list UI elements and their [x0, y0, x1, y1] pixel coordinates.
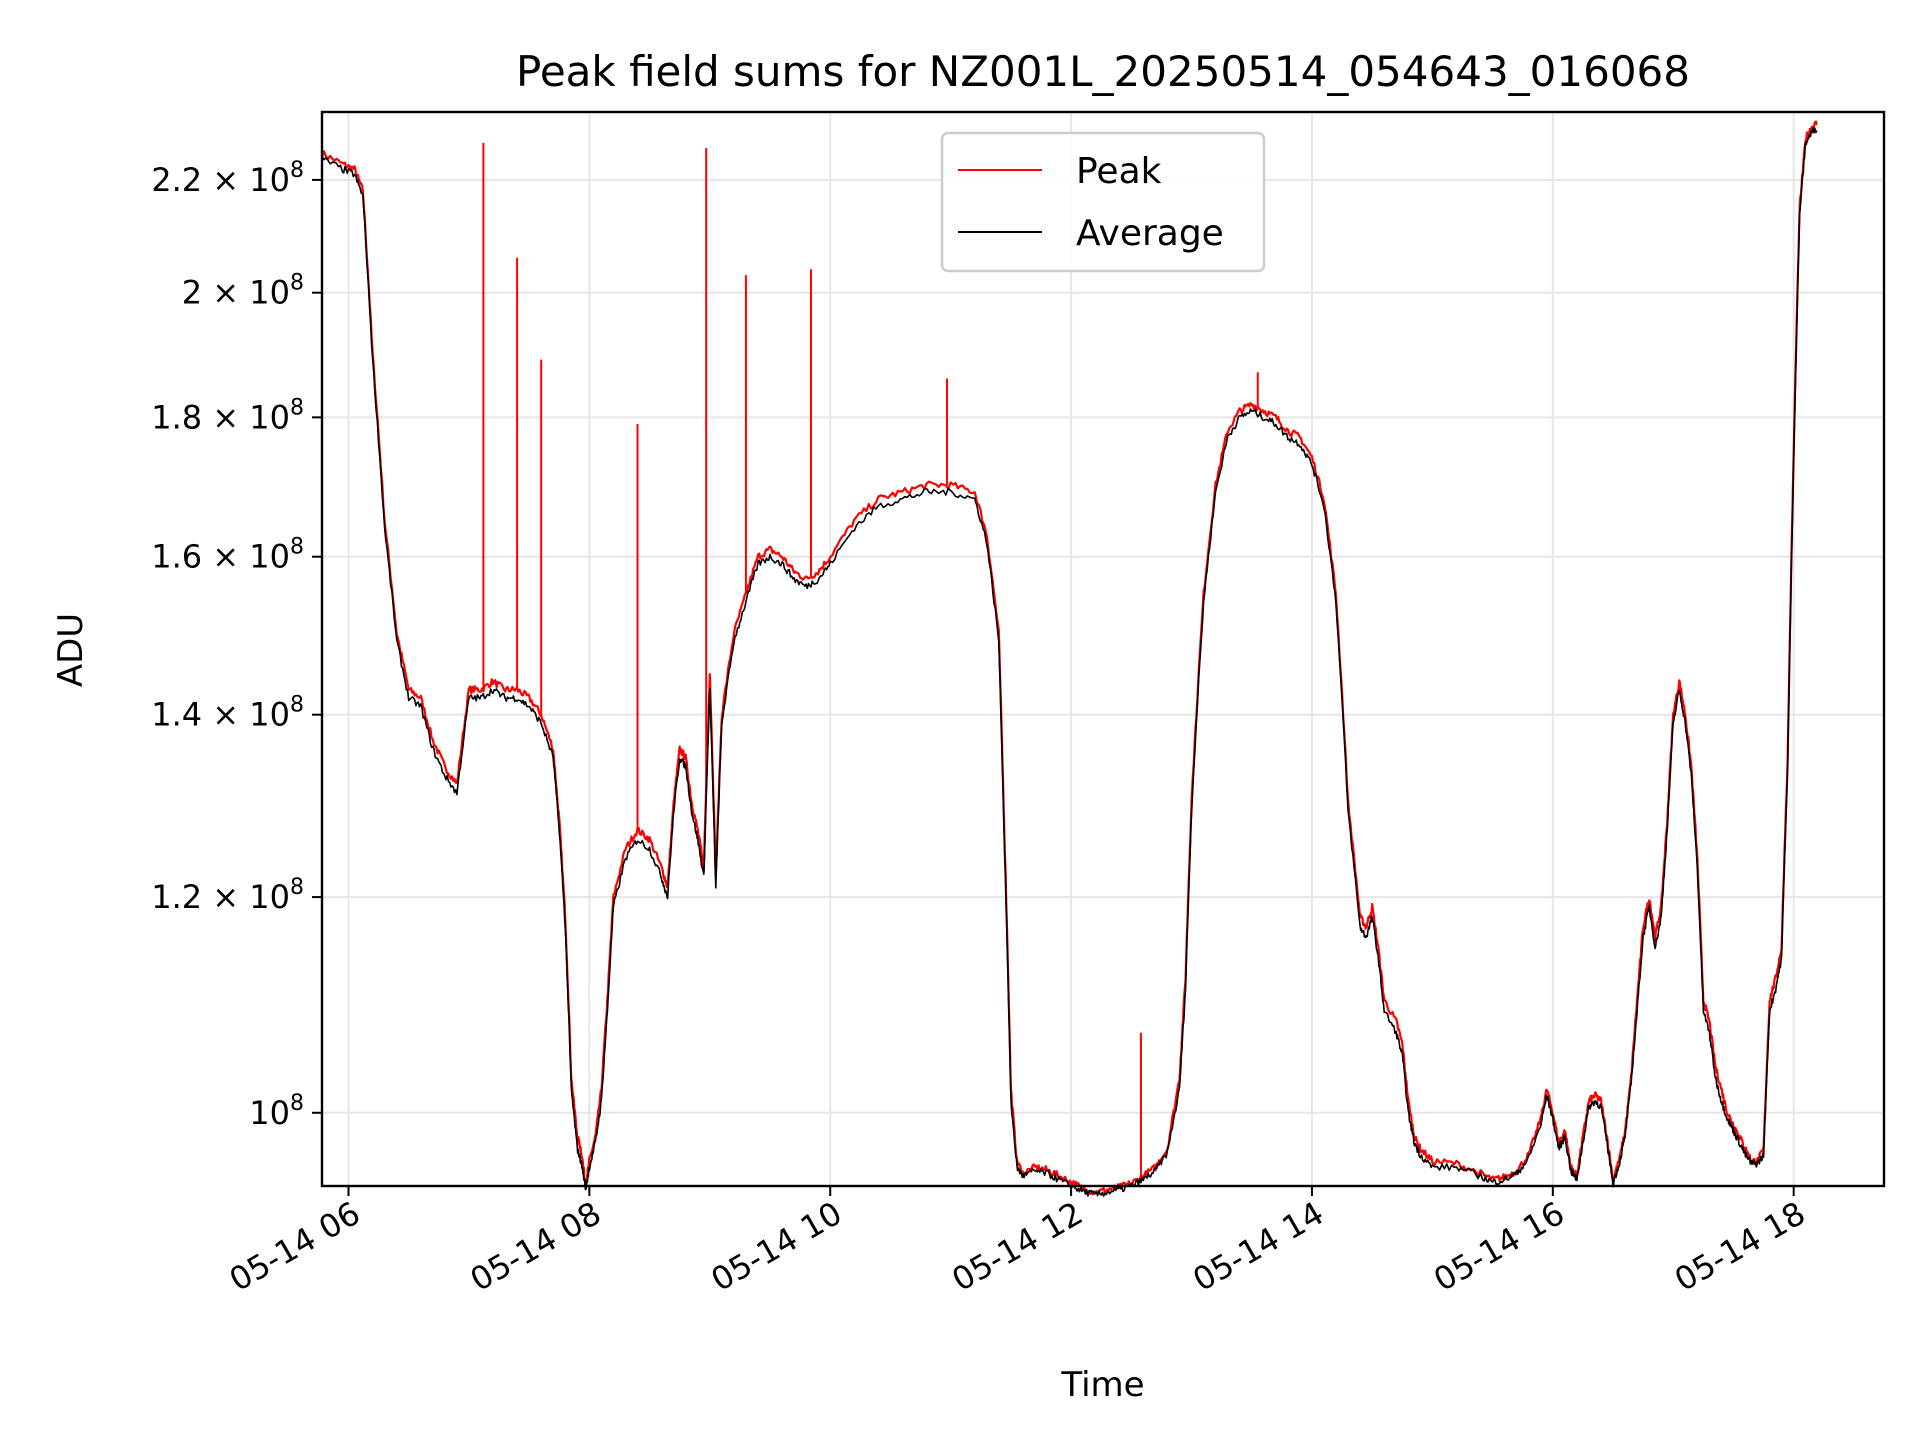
legend-box: [940, 131, 1266, 273]
plot-area: [320, 120, 1818, 1197]
y-axis: 2.2 × 108 2 × 108 1.8 × 108 1.6 × 108 1.4 × …: [151, 158, 322, 1132]
plot-frame: [320, 110, 1886, 1188]
y-tick-label: 1.8 × 108: [151, 395, 304, 436]
y-tick-label: 1.4 × 108: [151, 693, 304, 734]
y-tick-label: 1.6 × 108: [151, 535, 304, 576]
y-tick-label: 2.2 × 108: [151, 158, 304, 199]
series-line-average: [321, 127, 1818, 1197]
legend-label-peak: Peak: [1076, 151, 1162, 192]
y-tick-label: 2 × 108: [182, 271, 304, 312]
y-tick-label: 108: [249, 1091, 304, 1132]
chart-title: Peak field sums for NZ001L_20250514_0546…: [516, 47, 1690, 96]
y-tick-label: 1.2 × 108: [151, 875, 304, 916]
y-axis-label: ADU: [51, 613, 91, 687]
legend-label-average: Average: [1076, 213, 1224, 254]
x-axis-label: Time: [1060, 1365, 1144, 1405]
legend: Peak Average: [940, 131, 1266, 273]
grid-lines: [322, 112, 1884, 1186]
